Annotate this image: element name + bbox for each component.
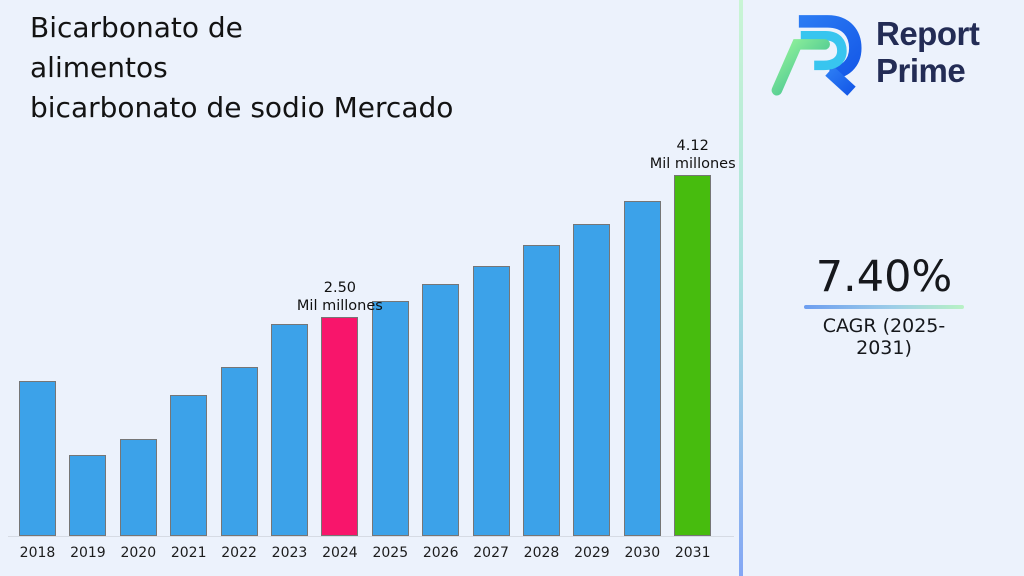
x-tick-2020: 2020 (120, 545, 157, 561)
x-tick-2022: 2022 (221, 545, 257, 561)
bar-2030 (623, 201, 661, 536)
bar-2022 (220, 367, 258, 536)
x-tick-2021: 2021 (170, 545, 207, 561)
x-tick-2023: 2023 (271, 545, 308, 561)
brand-name-line-1: Report (876, 15, 980, 52)
cagr-label: CAGR (2025-2031) (822, 315, 946, 359)
x-tick-2019: 2019 (70, 545, 106, 561)
cagr-panel: 7.40% CAGR (2025-2031) (803, 252, 965, 359)
bar-2029 (573, 224, 611, 536)
bar-2020 (119, 439, 157, 536)
bar-2019 (69, 455, 107, 536)
page-title-line-3: bicarbonato de sodio Mercado (30, 91, 454, 124)
bar-2027 (472, 266, 510, 536)
bar-2026 (422, 284, 460, 536)
cagr-value: 7.40% (815, 252, 953, 302)
brand-logo-icon (771, 15, 862, 96)
section-divider (739, 0, 743, 576)
x-tick-2026: 2026 (422, 545, 459, 561)
page-title: Bicarbonato de alimentos bicarbonato de … (30, 8, 453, 128)
cagr-underline-accent (804, 305, 964, 309)
x-tick-2029: 2029 (574, 545, 610, 561)
x-tick-2024: 2024 (322, 545, 358, 561)
x-tick-2031: 2031 (674, 545, 711, 561)
bar-2031 (674, 175, 712, 536)
page-title-line-2: alimentos (30, 51, 168, 84)
page-title-line-1: Bicarbonato de (30, 11, 243, 44)
bar-2023 (271, 324, 308, 536)
bar-2024 (321, 317, 359, 536)
x-tick-2018: 2018 (19, 545, 56, 561)
bar-value-label-2031: 4.12 Mil millones (649, 138, 736, 172)
bar-2018 (19, 381, 56, 536)
bar-chart: 2018 2019 2020 2021 2022 2023 2024 2025 2026 2027… (8, 138, 736, 561)
bar-2028 (523, 245, 560, 536)
bar-value-label-2024: 2.50 Mil millones (296, 280, 383, 314)
brand-logo-text: Report Prime (876, 15, 980, 89)
x-tick-2025: 2025 (372, 545, 409, 561)
x-axis-line (8, 536, 734, 537)
x-tick-2027: 2027 (473, 545, 509, 561)
x-tick-2030: 2030 (624, 545, 661, 561)
bar-2025 (371, 301, 409, 536)
x-tick-2028: 2028 (523, 545, 560, 561)
brand-logo: Report Prime (770, 8, 980, 96)
bar-2021 (170, 395, 208, 536)
brand-name-line-2: Prime (876, 52, 966, 89)
